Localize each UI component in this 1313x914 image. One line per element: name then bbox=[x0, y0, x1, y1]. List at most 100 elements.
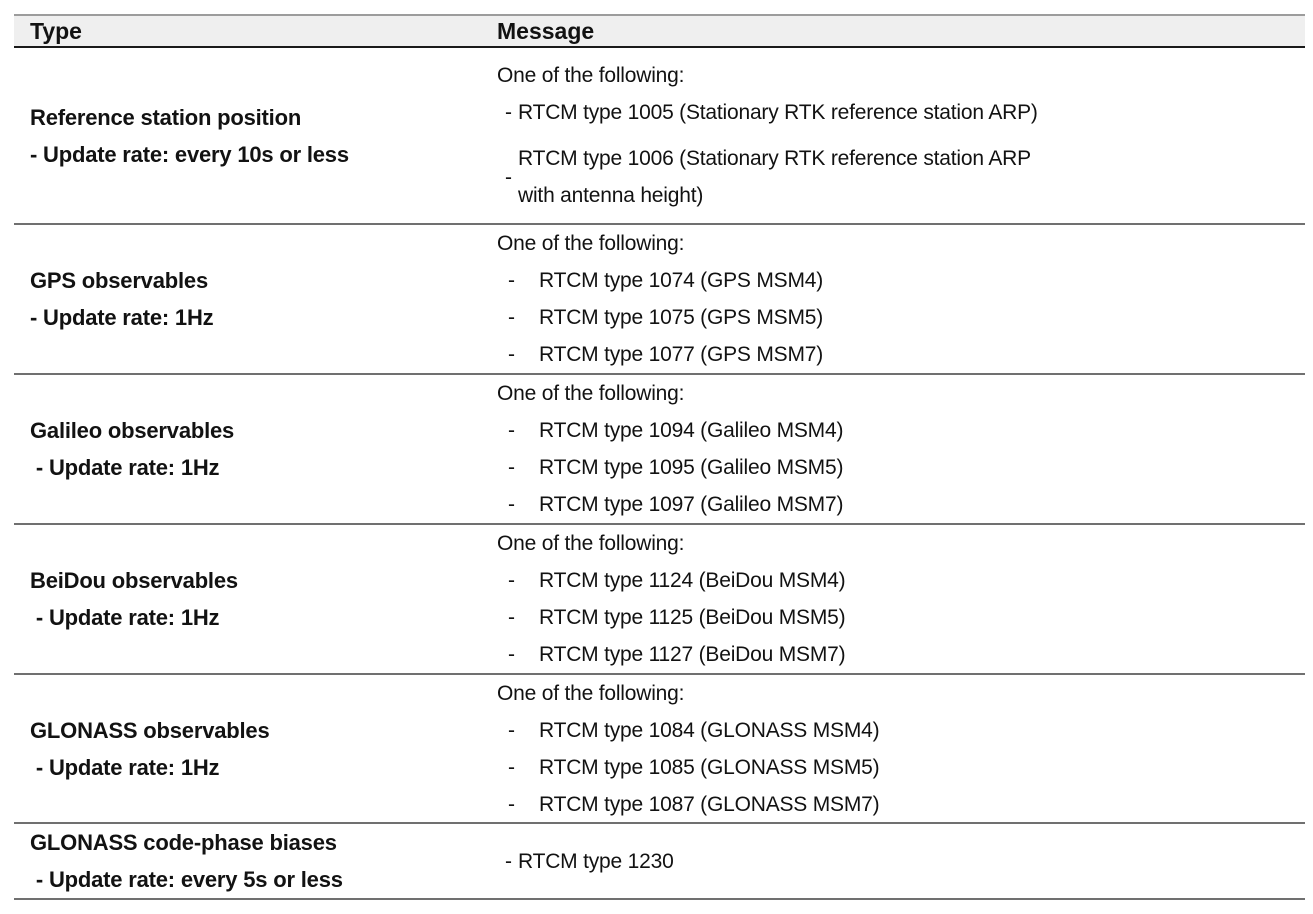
type-line: - Update rate: 1Hz bbox=[30, 455, 220, 480]
message-list-item: - RTCM type 1127 (BeiDou MSM7) bbox=[497, 636, 1305, 673]
list-item-text: RTCM type 1125 (BeiDou MSM5) bbox=[539, 599, 846, 636]
rtcm-message-table: Type Message Reference station position -… bbox=[14, 14, 1305, 900]
list-item-text: RTCM type 1230 bbox=[518, 843, 674, 880]
message-cell: One of the following: - RTCM type 1094 (Ga… bbox=[497, 375, 1305, 523]
message-line: RTCM type 1006 (Stationary RTK reference… bbox=[518, 147, 1031, 170]
list-dash: - bbox=[508, 269, 515, 292]
message-list-item: - RTCM type 1095 (Galileo MSM5) bbox=[497, 449, 1305, 486]
message-intro: One of the following: bbox=[497, 532, 685, 555]
message-line: RTCM type 1127 (BeiDou MSM7) bbox=[539, 643, 846, 666]
list-dash: - bbox=[508, 792, 515, 816]
message-intro: One of the following: bbox=[497, 64, 685, 87]
type-line: - Update rate: every 5s or less bbox=[30, 867, 343, 892]
message-list-item: - RTCM type 1084 (GLONASS MSM4) bbox=[497, 712, 1305, 749]
message-list-item: - RTCM type 1124 (BeiDou MSM4) bbox=[497, 562, 1305, 599]
message-line: with antenna height) bbox=[518, 184, 704, 207]
type-cell: Reference station position - Update rate:… bbox=[14, 48, 497, 223]
list-dash: - bbox=[508, 643, 515, 666]
message-intro: One of the following: bbox=[497, 382, 685, 405]
type-line: GLONASS observables bbox=[30, 717, 270, 743]
list-item-text: RTCM type 1085 (GLONASS MSM5) bbox=[539, 749, 880, 786]
table-row: GLONASS observables - Update rate: 1Hz On… bbox=[14, 675, 1305, 824]
message-line: RTCM type 1230 bbox=[518, 849, 674, 873]
table-row: GPS observables - Update rate: 1Hz One of … bbox=[14, 225, 1305, 375]
list-dash: - bbox=[505, 165, 512, 189]
message-line: RTCM type 1125 (BeiDou MSM5) bbox=[539, 606, 846, 629]
message-line: RTCM type 1077 (GPS MSM7) bbox=[539, 343, 824, 366]
list-dash: - bbox=[508, 718, 515, 742]
list-item-text: RTCM type 1124 (BeiDou MSM4) bbox=[539, 562, 846, 599]
type-cell: BeiDou observables - Update rate: 1Hz bbox=[14, 525, 497, 673]
message-list-item: - RTCM type 1077 (GPS MSM7) bbox=[497, 336, 1305, 373]
message-line: RTCM type 1075 (GPS MSM5) bbox=[539, 306, 824, 329]
type-line: GPS observables bbox=[30, 268, 208, 293]
type-line: GLONASS code-phase biases bbox=[30, 830, 337, 855]
list-item-text: RTCM type 1075 (GPS MSM5) bbox=[539, 299, 823, 336]
type-line: - Update rate: 1Hz bbox=[30, 305, 214, 330]
message-list-item: - RTCM type 1005 (Stationary RTK referenc… bbox=[497, 94, 1305, 131]
list-item-text: RTCM type 1006 (Stationary RTK reference… bbox=[518, 140, 1031, 214]
type-line: - Update rate: 1Hz bbox=[30, 754, 220, 780]
list-dash: - bbox=[508, 755, 515, 779]
list-dash: - bbox=[505, 101, 512, 124]
type-cell: GPS observables - Update rate: 1Hz bbox=[14, 225, 497, 373]
message-list-item: - RTCM type 1094 (Galileo MSM4) bbox=[497, 412, 1305, 449]
column-header-type: Type bbox=[30, 18, 82, 44]
message-line: RTCM type 1084 (GLONASS MSM4) bbox=[539, 718, 880, 742]
table-row: BeiDou observables - Update rate: 1Hz One… bbox=[14, 525, 1305, 675]
type-line: Reference station position bbox=[30, 104, 302, 130]
list-dash: - bbox=[508, 419, 515, 442]
message-list-item: - RTCM type 1125 (BeiDou MSM5) bbox=[497, 599, 1305, 636]
type-line: BeiDou observables bbox=[30, 568, 238, 593]
type-cell: GLONASS code-phase biases - Update rate:… bbox=[14, 824, 497, 898]
list-item-text: RTCM type 1005 (Stationary RTK reference… bbox=[518, 94, 1038, 131]
list-dash: - bbox=[508, 343, 515, 366]
message-list-item: - RTCM type 1097 (Galileo MSM7) bbox=[497, 486, 1305, 523]
message-line: RTCM type 1087 (GLONASS MSM7) bbox=[539, 792, 880, 816]
table-header-row: Type Message bbox=[14, 16, 1305, 48]
message-cell: One of the following: - RTCM type 1074 (GP… bbox=[497, 225, 1305, 373]
type-cell: Galileo observables - Update rate: 1Hz bbox=[14, 375, 497, 523]
message-intro: One of the following: bbox=[497, 681, 685, 705]
list-item-text: RTCM type 1087 (GLONASS MSM7) bbox=[539, 786, 880, 823]
message-list-item: - RTCM type 1074 (GPS MSM4) bbox=[497, 262, 1305, 299]
message-cell: One of the following: - RTCM type 1124 (Be… bbox=[497, 525, 1305, 673]
list-item-text: RTCM type 1074 (GPS MSM4) bbox=[539, 262, 823, 299]
message-line: RTCM type 1097 (Galileo MSM7) bbox=[539, 493, 844, 516]
list-dash: - bbox=[508, 606, 515, 629]
message-line: RTCM type 1085 (GLONASS MSM5) bbox=[539, 755, 880, 779]
list-dash: - bbox=[505, 849, 512, 873]
list-dash: - bbox=[508, 306, 515, 329]
message-line: RTCM type 1124 (BeiDou MSM4) bbox=[539, 569, 846, 592]
message-list-item: - RTCM type 1006 (Stationary RTK referenc… bbox=[497, 140, 1305, 214]
message-cell: One of the following: - RTCM type 1084 (GL… bbox=[497, 675, 1305, 822]
message-cell: One of the following: - RTCM type 1005 (St… bbox=[497, 48, 1305, 223]
table-body: Reference station position - Update rate:… bbox=[14, 48, 1305, 900]
type-cell: GLONASS observables - Update rate: 1Hz bbox=[14, 675, 497, 822]
message-line: RTCM type 1005 (Stationary RTK reference… bbox=[518, 101, 1038, 124]
type-line: Galileo observables bbox=[30, 418, 235, 443]
list-item-text: RTCM type 1097 (Galileo MSM7) bbox=[539, 486, 843, 523]
table-row: Galileo observables - Update rate: 1Hz On… bbox=[14, 375, 1305, 525]
message-list-item: - RTCM type 1075 (GPS MSM5) bbox=[497, 299, 1305, 336]
list-item-text: RTCM type 1077 (GPS MSM7) bbox=[539, 336, 823, 373]
list-item-text: RTCM type 1084 (GLONASS MSM4) bbox=[539, 712, 880, 749]
list-dash: - bbox=[508, 569, 515, 592]
message-line: RTCM type 1095 (Galileo MSM5) bbox=[539, 456, 844, 479]
type-line: - Update rate: 1Hz bbox=[30, 605, 220, 630]
message-cell: - RTCM type 1230 bbox=[497, 824, 1305, 898]
list-dash: - bbox=[508, 493, 515, 516]
message-intro: One of the following: bbox=[497, 232, 685, 255]
message-list-item: - RTCM type 1085 (GLONASS MSM5) bbox=[497, 749, 1305, 786]
list-item-text: RTCM type 1095 (Galileo MSM5) bbox=[539, 449, 843, 486]
message-line: RTCM type 1074 (GPS MSM4) bbox=[539, 269, 824, 292]
table-row: Reference station position - Update rate:… bbox=[14, 48, 1305, 225]
message-list-item: - RTCM type 1087 (GLONASS MSM7) bbox=[497, 786, 1305, 823]
list-dash: - bbox=[508, 456, 515, 479]
table-row: GLONASS code-phase biases - Update rate:… bbox=[14, 824, 1305, 900]
message-line: RTCM type 1094 (Galileo MSM4) bbox=[539, 419, 844, 442]
message-list-item: - RTCM type 1230 bbox=[497, 843, 1305, 880]
list-item-text: RTCM type 1094 (Galileo MSM4) bbox=[539, 412, 843, 449]
column-header-message: Message bbox=[497, 18, 595, 44]
